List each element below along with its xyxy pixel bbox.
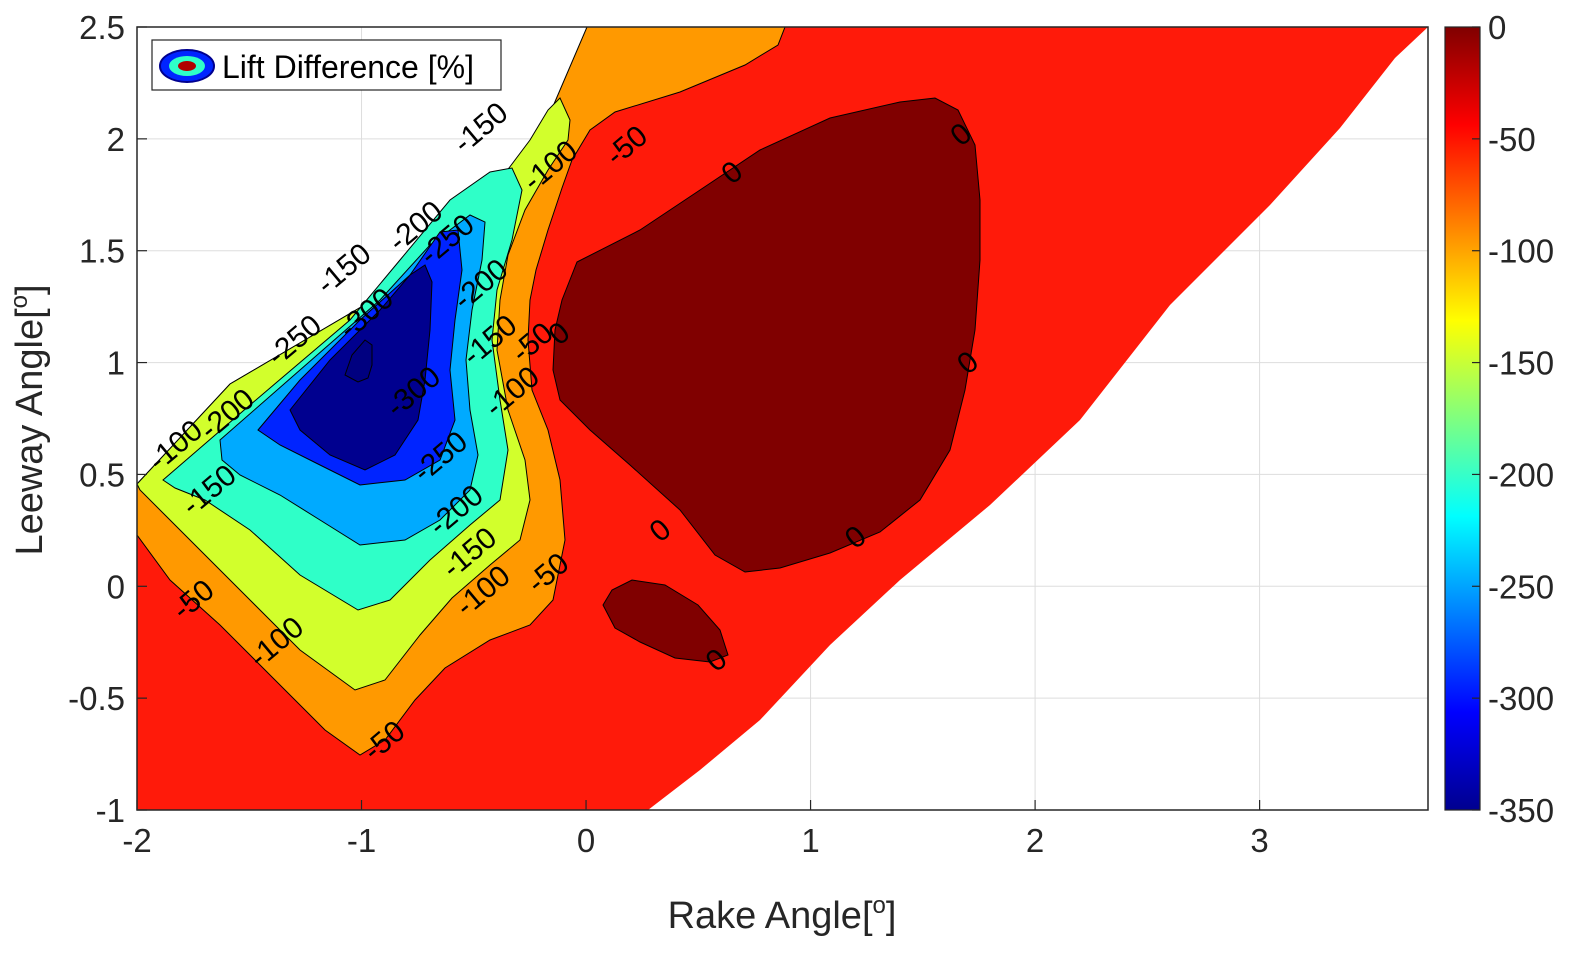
colorbar-tick-label: -300: [1488, 680, 1554, 717]
x-tick-label: -2: [122, 822, 151, 859]
y-axis-ticks: -1 -0.5 0 0.5 1 1.5 2 2.5: [68, 9, 147, 829]
legend-label: Lift Difference [%]: [222, 49, 474, 85]
legend-contour-icon-inner: [178, 61, 196, 71]
x-tick-label: 1: [801, 822, 819, 859]
colorbar-ticks: 0 -50 -100 -150 -200 -250 -300 -350: [1472, 9, 1554, 829]
x-axis-label: Rake Angle[o]: [668, 892, 897, 937]
y-axis-label: Leeway Angle[o]: [6, 284, 51, 555]
colorbar-tick-label: -350: [1488, 792, 1554, 829]
y-tick-label: 2: [107, 121, 125, 158]
contour-fills: [137, 27, 1428, 810]
level-zero-small-region: [602, 579, 729, 663]
colorbar: 0 -50 -100 -150 -200 -250 -300 -350: [1444, 9, 1554, 829]
x-tick-label: -1: [347, 822, 376, 859]
colorbar-tick-label: -250: [1488, 568, 1554, 605]
x-axis-ticks: -2 -1 0 1 2 3: [122, 800, 1269, 859]
y-tick-label: 1.5: [79, 233, 125, 270]
x-tick-label: 0: [577, 822, 595, 859]
colorbar-gradient: [1444, 26, 1481, 811]
colorbar-tick-label: -150: [1488, 345, 1554, 382]
x-tick-label: 2: [1026, 822, 1044, 859]
y-tick-label: 0.5: [79, 456, 125, 493]
y-tick-label: -0.5: [68, 680, 125, 717]
y-tick-label: -1: [96, 792, 125, 829]
colorbar-tick-label: -200: [1488, 456, 1554, 493]
colorbar-tick-label: -50: [1488, 121, 1536, 158]
y-tick-label: 1: [107, 345, 125, 382]
level-zero-main-region: [552, 97, 981, 573]
colorbar-tick-label: 0: [1488, 9, 1506, 46]
level-minus-300-inner: [344, 339, 373, 383]
y-tick-label: 2.5: [79, 9, 125, 46]
y-tick-label: 0: [107, 568, 125, 605]
x-tick-label: 3: [1250, 822, 1268, 859]
legend: Lift Difference [%]: [151, 39, 502, 91]
colorbar-tick-label: -100: [1488, 233, 1554, 270]
plot-frame: [136, 26, 1429, 811]
